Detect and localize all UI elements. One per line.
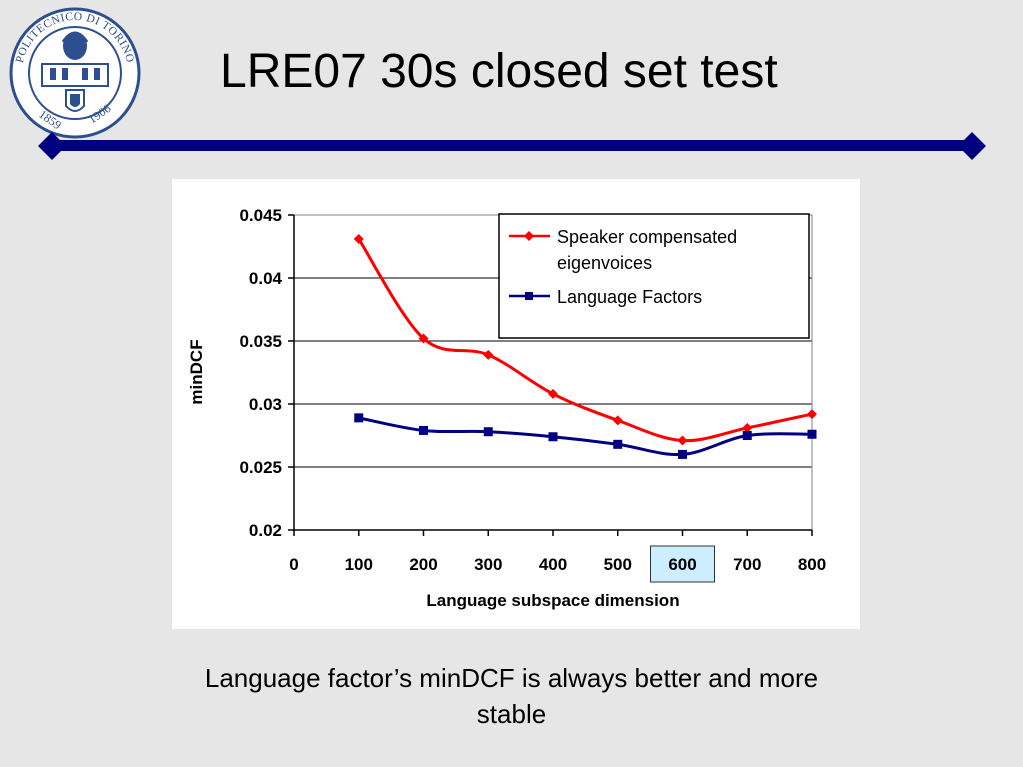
y-tick-label: 0.025: [239, 458, 282, 477]
data-point-square: [678, 449, 687, 459]
caption-line-2: stable: [476, 699, 547, 729]
series-layer: [353, 233, 817, 459]
line-chart: 0.02 0.025 0.03 0.035 0.04 0.045 0 100 200 300 40…: [187, 206, 826, 610]
title-divider: [38, 132, 986, 160]
data-point-square: [483, 427, 493, 437]
x-axis-label: Language subspace dimension: [426, 591, 679, 610]
divider-diamond-right: [958, 132, 986, 160]
data-point-diamond: [483, 349, 494, 360]
chart-panel: 0.02 0.025 0.03 0.035 0.04 0.045 0 100 200 300 40…: [172, 179, 860, 629]
data-point-square: [613, 439, 623, 449]
legend-marker-square: [525, 292, 533, 300]
y-tick-label: 0.04: [249, 269, 283, 288]
legend: Speaker compensated eigenvoices Language…: [498, 213, 810, 339]
y-tick-label: 0.02: [249, 521, 282, 540]
caption-line-1: Language factor’s minDCF is always bette…: [204, 663, 819, 693]
data-point-diamond: [548, 388, 558, 399]
data-point-square: [548, 432, 558, 442]
slide-caption: Language factor’s minDCF is always bette…: [0, 660, 1023, 732]
legend-box: [498, 213, 810, 339]
data-point-diamond: [742, 422, 753, 433]
divider-bar: [52, 140, 972, 151]
data-point-diamond: [353, 233, 364, 244]
x-tick-label: 400: [539, 555, 567, 574]
data-point-square: [419, 425, 428, 435]
data-point-square: [807, 429, 817, 439]
x-tick-label: 0: [289, 555, 298, 574]
legend-label-speaker-line2: eigenvoices: [557, 253, 652, 273]
divider-diamond-left: [38, 132, 66, 160]
politecnico-torino-logo: POLITECNICO DI TORINO 1859 1906: [9, 7, 141, 139]
university-seal-icon: POLITECNICO DI TORINO 1859 1906: [9, 7, 141, 139]
x-tick-label: 100: [345, 555, 373, 574]
y-axis-label: minDCF: [187, 339, 206, 404]
y-tick-label: 0.035: [239, 332, 282, 351]
x-tick-label: 300: [474, 555, 502, 574]
legend-label-language-factors: Language Factors: [557, 287, 702, 307]
x-ticks: 0 100 200 300 400 500 600 700 800: [289, 530, 826, 583]
x-tick-highlight-box: [650, 545, 715, 583]
y-tick-label: 0.045: [239, 206, 282, 225]
data-point-diamond: [612, 415, 623, 426]
slide-title: LRE07 30s closed set test: [220, 45, 778, 98]
legend-marker-diamond: [524, 231, 534, 241]
data-point-square: [742, 431, 752, 440]
data-point-diamond: [677, 435, 688, 446]
data-point-diamond: [807, 409, 817, 420]
data-point-square: [354, 413, 364, 423]
data-point-diamond: [418, 333, 429, 344]
y-ticks: 0.02 0.025 0.03 0.035 0.04 0.045: [239, 206, 294, 540]
legend-label-speaker: Speaker compensated: [557, 227, 737, 247]
series-line-language-factors: [358, 416, 813, 457]
x-tick-label: 200: [409, 555, 437, 574]
y-tick-label: 0.03: [249, 395, 282, 414]
x-tick-label: 800: [798, 555, 826, 574]
x-tick-label: 500: [604, 555, 632, 574]
x-tick-label: 600: [668, 555, 696, 574]
x-tick-label: 700: [733, 555, 761, 574]
